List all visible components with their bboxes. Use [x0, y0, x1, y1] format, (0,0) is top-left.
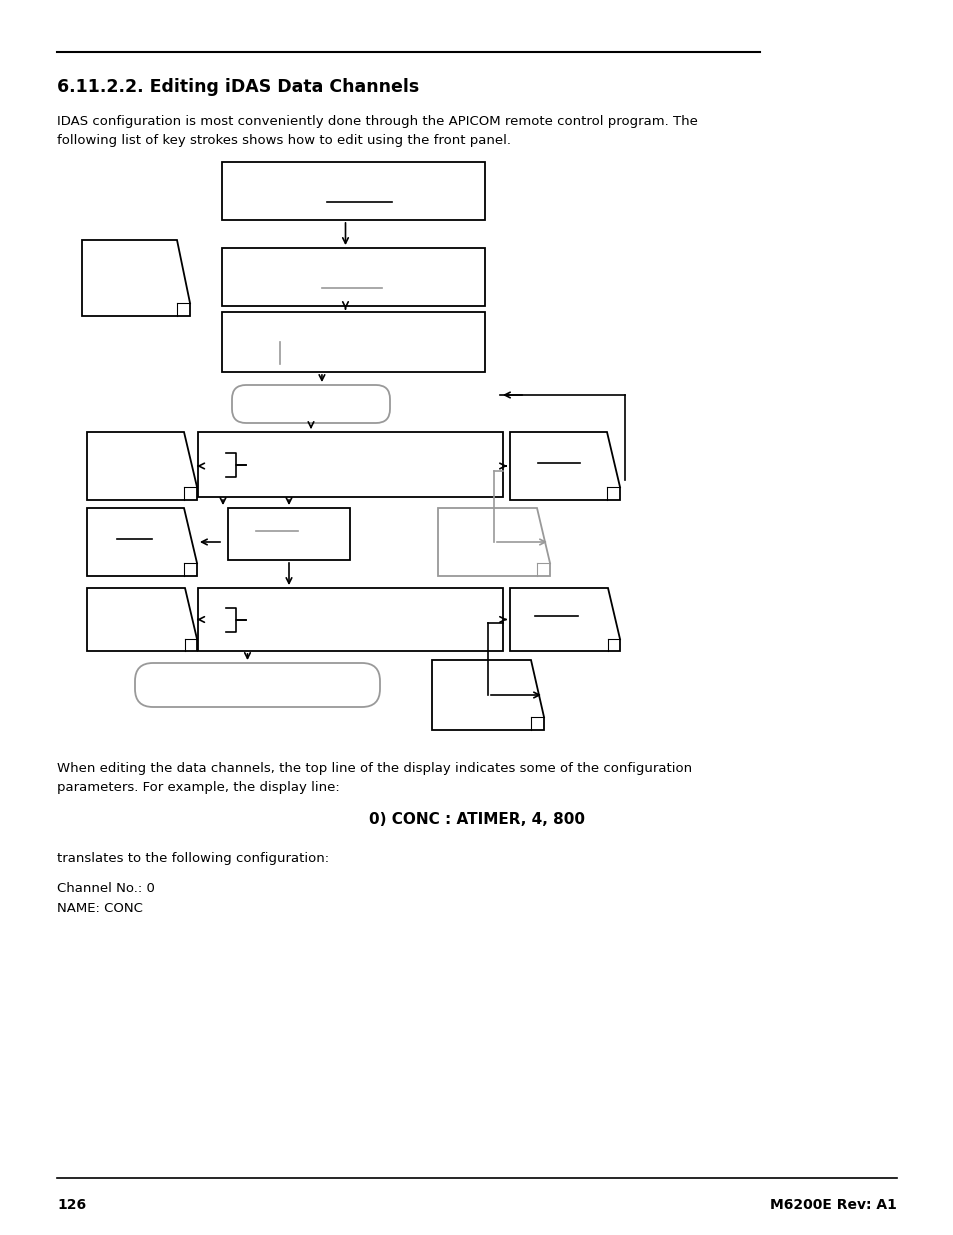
Bar — [198, 588, 502, 651]
Text: Channel No.: 0
NAME: CONC: Channel No.: 0 NAME: CONC — [57, 882, 154, 914]
Text: When editing the data channels, the top line of the display indicates some of th: When editing the data channels, the top … — [57, 762, 691, 794]
Text: 6.11.2.2. Editing iDAS Data Channels: 6.11.2.2. Editing iDAS Data Channels — [57, 78, 418, 96]
Polygon shape — [87, 588, 196, 651]
Bar — [228, 508, 350, 559]
Polygon shape — [510, 432, 619, 500]
FancyBboxPatch shape — [232, 385, 390, 424]
Bar — [222, 162, 484, 220]
Polygon shape — [432, 659, 543, 730]
Text: IDAS configuration is most conveniently done through the APICOM remote control p: IDAS configuration is most conveniently … — [57, 115, 698, 147]
Text: 0) CONC : ATIMER, 4, 800: 0) CONC : ATIMER, 4, 800 — [369, 811, 584, 827]
Text: M6200E Rev: A1: M6200E Rev: A1 — [769, 1198, 896, 1212]
Text: 126: 126 — [57, 1198, 86, 1212]
Text: translates to the following configuration:: translates to the following configuratio… — [57, 852, 329, 864]
Polygon shape — [510, 588, 619, 651]
Bar — [222, 312, 484, 372]
Polygon shape — [87, 432, 196, 500]
Polygon shape — [437, 508, 550, 576]
Bar — [222, 248, 484, 306]
Bar — [198, 432, 502, 496]
Polygon shape — [87, 508, 196, 576]
FancyBboxPatch shape — [135, 663, 379, 706]
Polygon shape — [82, 240, 190, 316]
